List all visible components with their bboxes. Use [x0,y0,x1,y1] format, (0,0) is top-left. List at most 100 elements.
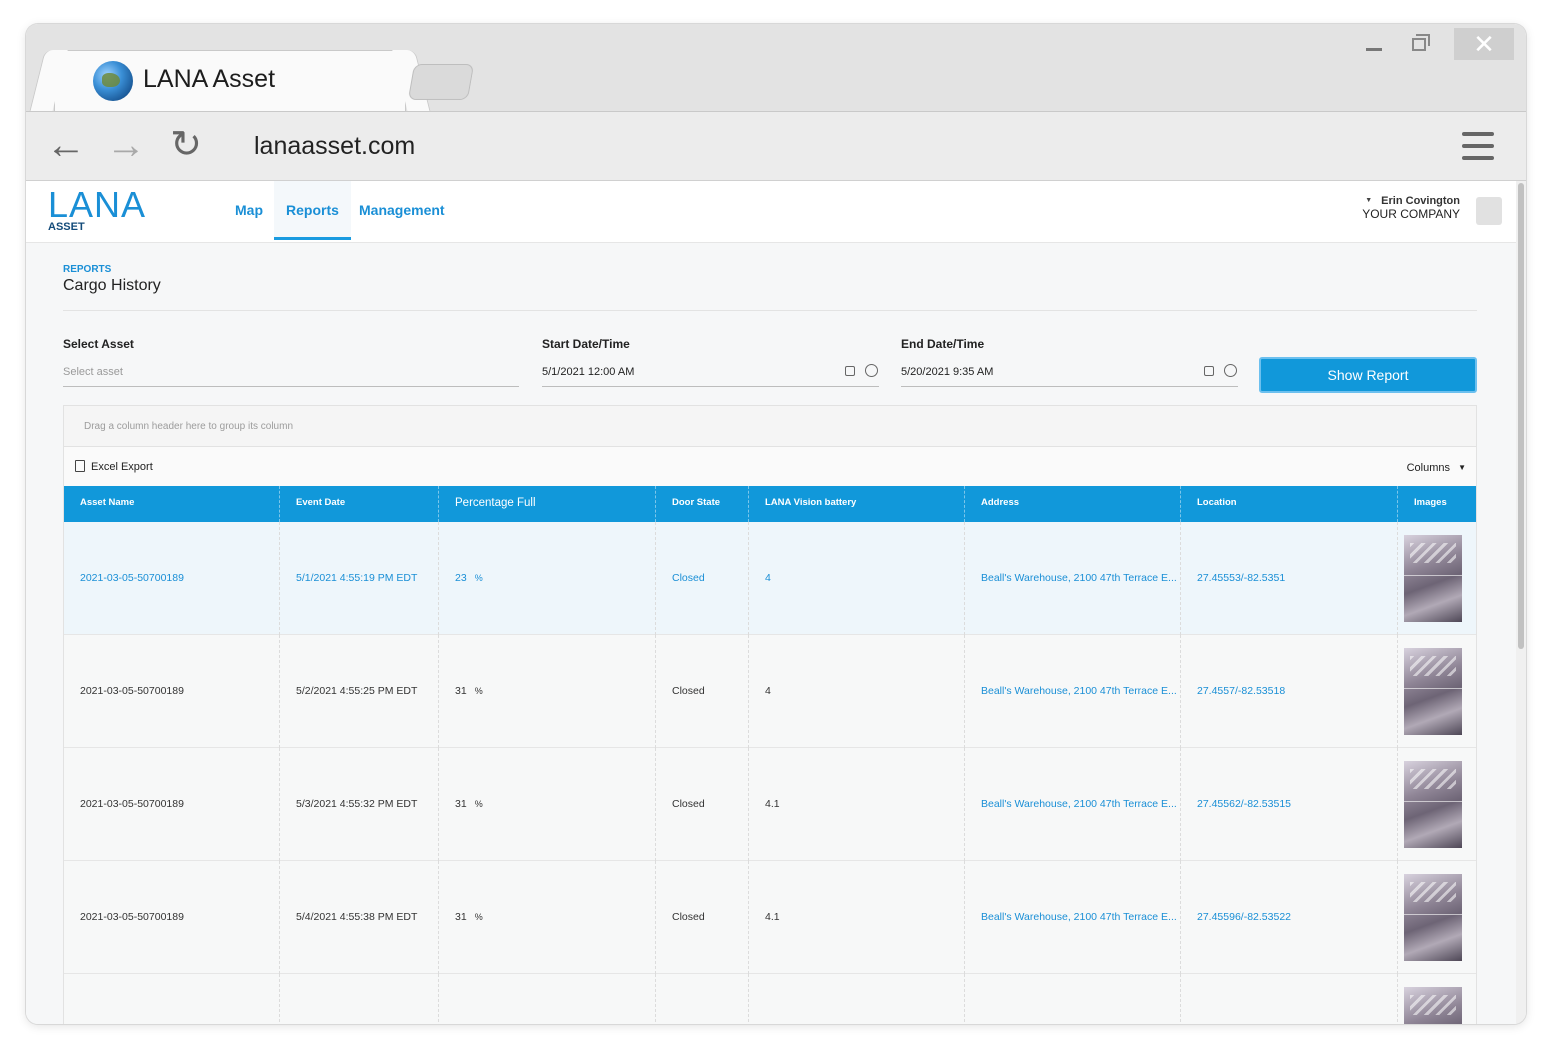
nav-management[interactable]: Management [359,202,445,218]
url-field[interactable]: lanaasset.com [254,132,416,160]
header-event-date[interactable]: Event Date [280,486,439,522]
excel-icon[interactable] [75,460,85,472]
reload-icon[interactable]: ↻ [170,124,202,166]
clock-icon[interactable] [865,364,878,377]
cell-event-date: 5/3/2021 4:55:32 PM EDT [280,748,439,861]
select-asset-input[interactable]: Select asset [63,366,123,378]
header-location[interactable]: Location [1181,486,1398,522]
breadcrumb[interactable]: REPORTS [63,264,112,275]
cell-location-link[interactable]: 27.4557/-82.53518 [1181,635,1398,748]
browser-window: LANA Asset ✕ ← → ↻ lanaasset.com LANA AS… [26,24,1526,1024]
forward-arrow-icon[interactable]: → [106,123,146,167]
browser-tab-active[interactable]: LANA Asset [54,50,406,112]
cell-address-link[interactable]: Beall's Warehouse, 2100 47th Terrace E..… [965,635,1181,748]
cell-location-link[interactable]: 27.45596/-82.53522 [1181,861,1398,974]
pct-value: 31 [455,798,467,810]
cargo-image-thumbnail[interactable] [1404,648,1462,735]
cell-image[interactable] [1398,522,1476,635]
cell-image[interactable] [1398,748,1476,861]
user-menu[interactable]: Erin Covington YOUR COMPANY [1362,195,1460,221]
cell-image[interactable] [1398,635,1476,748]
columns-button[interactable]: Columns [1406,462,1450,474]
page-title: Cargo History [63,277,161,294]
calendar-icon[interactable] [1204,366,1214,376]
table-header: Asset Name Event Date Percentage Full Do… [64,486,1476,522]
header-address[interactable]: Address [965,486,1181,522]
pct-value: 31 [455,911,467,923]
hamburger-menu-icon[interactable] [1462,132,1494,162]
table-row[interactable]: 2021-03-05-50700189 5/1/2021 4:55:19 PM … [64,522,1476,635]
cell-image[interactable] [1398,861,1476,974]
cell-door-state: Closed [656,522,749,635]
pct-unit: % [474,912,483,922]
scroll-thumb[interactable] [1518,183,1524,649]
pct-unit: % [474,573,483,583]
avatar[interactable] [1476,197,1502,225]
cell-address-link[interactable]: Beall's Warehouse, 2100 47th Terrace E..… [965,748,1181,861]
end-date-input[interactable]: 5/20/2021 9:35 AM [901,366,994,378]
minimize-icon[interactable] [1366,48,1382,51]
cell-partial [64,974,280,1024]
cell-asset-name[interactable]: 2021-03-05-50700189 [64,861,280,974]
cell-partial [280,974,439,1024]
table-row[interactable]: 2021-03-05-50700189 5/2/2021 4:55:25 PM … [64,635,1476,748]
cell-partial [965,974,1181,1024]
calendar-icon[interactable] [845,366,855,376]
cell-battery: 4.1 [749,748,965,861]
nav-map[interactable]: Map [235,202,263,218]
cell-address-link[interactable]: Beall's Warehouse, 2100 47th Terrace E..… [965,861,1181,974]
end-date-label: End Date/Time [901,337,985,351]
cargo-image-thumbnail[interactable] [1404,535,1462,622]
cell-asset-name[interactable]: 2021-03-05-50700189 [64,748,280,861]
chevron-down-icon[interactable]: ▼ [1458,463,1466,472]
maximize-icon[interactable] [1412,34,1430,51]
cell-image[interactable] [1398,974,1476,1024]
close-window-button[interactable]: ✕ [1454,28,1514,60]
cell-address-link[interactable]: Beall's Warehouse, 2100 47th Terrace E..… [965,522,1181,635]
cell-door-state: Closed [656,861,749,974]
group-panel[interactable]: Drag a column header here to group its c… [64,406,1476,447]
header-door-state[interactable]: Door State [656,486,749,522]
nav-reports[interactable]: Reports [274,181,351,240]
clock-icon[interactable] [1224,364,1237,377]
cell-asset-name[interactable]: 2021-03-05-50700189 [64,635,280,748]
page-scrollbar[interactable] [1516,181,1526,1024]
grid-toolbar: Excel Export Columns ▼ [64,447,1476,486]
header-images[interactable]: Images [1414,497,1447,508]
back-arrow-icon[interactable]: ← [46,123,86,167]
lana-logo[interactable]: LANA ASSET [48,187,148,235]
logo-word: LANA [48,184,147,225]
cell-location-link[interactable]: 27.45553/-82.5351 [1181,522,1398,635]
cargo-image-thumbnail[interactable] [1404,874,1462,961]
header-asset-name[interactable]: Asset Name [64,486,280,522]
cell-percentage: 23% [439,522,656,635]
cell-partial [656,974,749,1024]
header-battery[interactable]: LANA Vision battery [749,486,965,522]
cell-partial [749,974,965,1024]
table-row[interactable]: 2021-03-05-50700189 5/4/2021 4:55:38 PM … [64,861,1476,974]
page-content: LANA ASSET Map Reports Management Erin C… [26,181,1526,1024]
new-tab-button[interactable] [407,64,475,100]
table-row[interactable]: 2021-03-05-50700189 5/3/2021 4:55:32 PM … [64,748,1476,861]
table-row-partial[interactable] [64,974,1476,1024]
cell-door-state: Closed [656,748,749,861]
cell-location-link[interactable]: 27.45562/-82.53515 [1181,748,1398,861]
logo-sub: ASSET [48,221,85,233]
show-report-button[interactable]: Show Report [1259,357,1477,393]
excel-export-button[interactable]: Excel Export [91,461,153,473]
cell-asset-name[interactable]: 2021-03-05-50700189 [64,522,280,635]
cell-percentage: 31% [439,861,656,974]
end-date-underline [901,386,1238,387]
cell-percentage: 31% [439,748,656,861]
cargo-image-thumbnail[interactable] [1404,761,1462,848]
start-date-underline [542,386,879,387]
cell-battery: 4 [749,635,965,748]
cargo-image-thumbnail[interactable] [1404,987,1462,1024]
group-hint: Drag a column header here to group its c… [84,421,294,432]
header-percentage-full[interactable]: Percentage Full [439,486,656,522]
select-asset-label: Select Asset [63,337,134,351]
cell-battery: 4.1 [749,861,965,974]
start-date-input[interactable]: 5/1/2021 12:00 AM [542,366,635,378]
globe-icon [93,61,133,101]
pct-value: 31 [455,685,467,697]
